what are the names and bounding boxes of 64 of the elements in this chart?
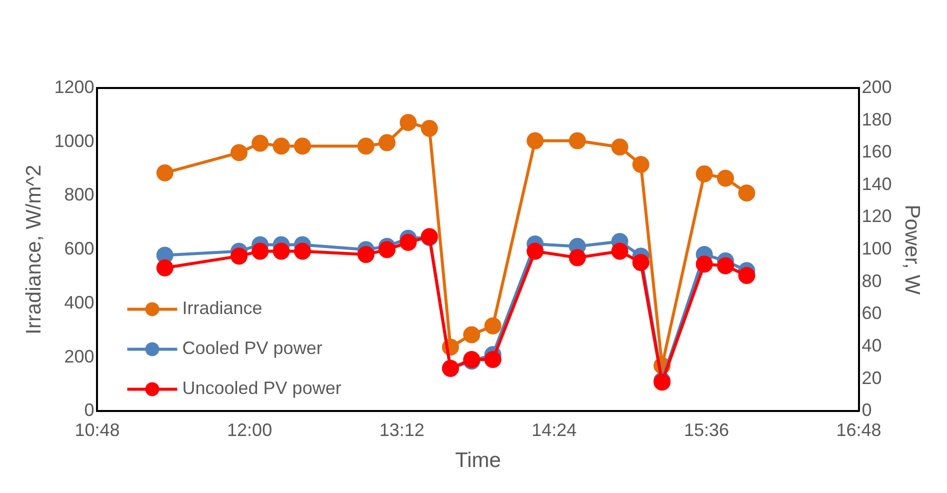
point [294,242,311,260]
point [526,132,544,150]
legend-label: Irradiance [182,298,262,318]
y2-tick-label: 0 [862,400,872,420]
point [717,170,734,187]
y2-tick-label: 160 [862,142,892,162]
point [272,242,290,260]
y-tick-label: 1000 [54,130,94,151]
x-axis-title: Time [455,449,501,472]
point [611,242,628,260]
legend-label: Cooled PV power [182,338,322,358]
y2-tick-label: 120 [862,206,892,226]
point [400,114,417,131]
y2-tick-label: 80 [862,270,882,291]
y-tick-label: 800 [64,184,94,205]
point [696,256,713,273]
point [378,134,396,152]
point [696,165,713,182]
point [400,234,417,251]
point [738,266,756,284]
point [252,134,269,152]
y-tick-label: 200 [64,346,94,366]
y2-tick-label: 140 [862,174,892,194]
y-axis-title: Irradiance, W/m^2 [22,164,46,334]
point [357,138,374,155]
y2-tick-label: 200 [862,76,892,97]
point [463,326,480,344]
point [632,254,650,272]
x-tick-label: 12:00 [227,420,272,440]
x-tick-label: 15:36 [684,420,729,440]
y2-axis-title: Power, W [900,204,924,295]
y-tick-label: 600 [64,238,94,259]
y2-tick-label: 20 [862,368,882,388]
point [378,241,396,258]
y-tick-label: 400 [64,292,94,312]
point [611,138,628,156]
y2-tick-label: 180 [862,109,892,130]
point [632,156,650,173]
point [230,144,248,162]
y2-tick-label: 40 [862,336,882,356]
legend-label: Uncooled PV power [182,378,342,398]
y2-tick-label: 100 [862,238,892,259]
point [484,350,502,368]
point [526,242,544,260]
y-tick-label: 0 [84,400,94,420]
point [230,248,248,265]
x-tick-label: 13:12 [379,420,424,440]
point [568,249,586,266]
point [357,246,374,263]
x-tick-label: 10:48 [74,420,120,440]
x-tick-label: 16:48 [836,420,882,440]
y-tick-label: 1200 [54,76,94,97]
y2-tick-label: 60 [862,303,882,324]
point [484,317,502,334]
point [568,132,586,150]
x-tick-label: 14:24 [532,420,577,440]
point [156,164,174,182]
point [272,138,290,155]
point [420,120,438,137]
point [252,242,269,260]
point [738,184,756,202]
point [294,138,311,155]
point [717,257,734,274]
point [156,259,174,276]
